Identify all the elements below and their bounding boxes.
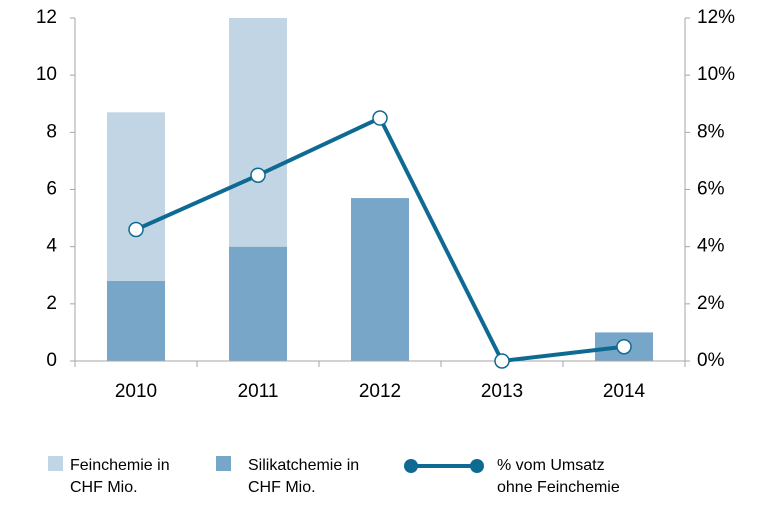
line-point [616, 338, 632, 355]
y2-tick-label: 12% [697, 7, 735, 28]
y2-tick-label: 0% [697, 350, 725, 371]
line-point [250, 167, 266, 183]
line-point [372, 110, 388, 126]
y-tick-label: 8 [46, 121, 57, 142]
y-tick-label: 6 [46, 179, 57, 200]
line-point [128, 221, 144, 238]
y-tick-label: 2 [46, 293, 57, 314]
x-tick-label: 2013 [481, 381, 523, 402]
y-tick-label: 10 [36, 64, 57, 85]
y2-tick-label: 4% [697, 236, 725, 257]
line-point [494, 353, 510, 369]
y2-tick-label: 2% [697, 293, 725, 314]
bar-segment [229, 18, 287, 247]
bar-segment [351, 198, 409, 361]
y2-tick-label: 8% [697, 121, 725, 142]
legend-swatch [216, 456, 231, 471]
legend-label: Feinchemie in CHF Mio. [70, 457, 170, 496]
y2-tick-label: 10% [697, 64, 735, 85]
x-tick-label: 2010 [115, 381, 157, 402]
y-tick-label: 0 [46, 350, 57, 371]
y-tick-label: 4 [46, 236, 57, 257]
legend-swatch [48, 456, 63, 471]
x-tick-label: 2012 [359, 381, 401, 402]
y2-tick-label: 6% [697, 179, 725, 200]
legend-label: Silikatchemie in CHF Mio. [248, 457, 360, 496]
bar-segment [107, 280, 165, 361]
legend-marker [404, 459, 418, 473]
legend-marker [470, 459, 484, 473]
x-tick-label: 2014 [603, 381, 646, 402]
bar-segment [229, 246, 287, 361]
legend-label: % vom Umsatz ohne Feinchemie [497, 457, 620, 496]
x-tick-label: 2011 [238, 381, 279, 402]
bar-segment [107, 112, 165, 281]
y-tick-label: 12 [36, 7, 57, 28]
